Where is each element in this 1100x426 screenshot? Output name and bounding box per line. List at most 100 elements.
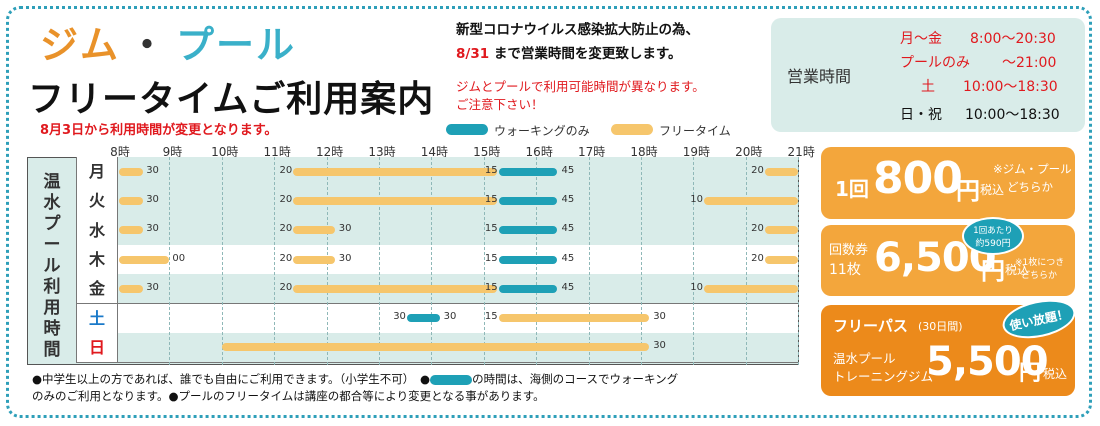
bar-start-label: 20 [751, 223, 764, 235]
price2-badge: 1回あたり 約590円 [962, 217, 1024, 255]
bar-start-label: 15 [484, 311, 498, 323]
bar-0-1 [293, 167, 497, 176]
bar-start-label: 10 [690, 281, 704, 293]
bar-start-label: 15 [484, 164, 498, 176]
price3-badge-text: 使い放題！ [1008, 306, 1071, 334]
bar-start-label: 20 [279, 164, 293, 176]
price2-badge2: 約590円 [975, 239, 1011, 249]
footnote-1a: ●中学生以上の方であれば、誰でも自由にご利用できます。（小学生不可） ● [32, 372, 431, 386]
gridline-13 [379, 157, 380, 365]
hours-time-1: 〜21:00 [1002, 55, 1057, 71]
price-card-coupon: 回数券 11枚 6,500 円 税込 1回あたり 約590円 ※1枚につき どち… [821, 217, 1075, 296]
price3-amount: 5,500 [926, 339, 1049, 385]
title-pool: プール [176, 23, 297, 67]
gridline-14 [431, 157, 433, 365]
bar-0-0 [119, 167, 144, 176]
bar-start-label: 10 [690, 193, 704, 205]
hours-time-2: 10:00〜18:30 [963, 79, 1058, 95]
price3-period: (30日間) [918, 320, 963, 333]
hours-day-2: 土 [921, 79, 935, 95]
hours-day-3: 日・祝 [900, 107, 942, 123]
hours-time-0: 8:00〜20:30 [970, 31, 1056, 47]
hour-label-11: 11時 [263, 145, 291, 159]
title-gym: ジム [40, 23, 121, 67]
bar-end-label: 45 [561, 281, 575, 293]
bar-2-1 [293, 226, 335, 235]
bar-4-1 [293, 284, 497, 293]
gridline-20 [745, 157, 747, 365]
covid-line3: ジムとプールで利用可能時間が異なります。 [456, 79, 705, 94]
price-card-single: 1回 800 円 税込 ※ジム・プール どちらか [821, 147, 1075, 219]
bar-3-0 [119, 255, 170, 264]
bar-end-label: 30 [653, 340, 666, 352]
hour-label-8: 8時 [110, 145, 130, 159]
bar-start-label: 20 [279, 223, 293, 235]
bar-start-label: 20 [279, 193, 293, 205]
covid-line1: 新型コロナウイルス感染拡大防止の為、 [456, 22, 699, 38]
legend-free-label: フリータイム [659, 124, 731, 138]
bar-end-label: 30 [146, 164, 159, 176]
bar-0-2 [498, 167, 558, 176]
gridline-19 [693, 157, 695, 365]
covid-line2-rest: まで営業時間を変更致します。 [493, 46, 682, 62]
bar-1-3 [704, 196, 799, 205]
gridline-11 [274, 157, 276, 365]
bar-end-label: 30 [338, 252, 352, 264]
bar-end-label: 30 [338, 223, 352, 235]
title-gym-pool: ジム・プール [40, 14, 296, 69]
bar-start-label: 20 [751, 164, 764, 176]
bar-end-label: 30 [146, 223, 159, 235]
day-row-3 [117, 244, 798, 276]
price3-label: フリーパス [833, 317, 908, 335]
bar-3-3 [765, 255, 799, 264]
bar-start-label: 20 [279, 281, 293, 293]
title-sep: ・ [128, 23, 169, 67]
bar-start-label: 20 [751, 252, 764, 264]
bar-4-0 [119, 284, 144, 293]
day-label-1: 火 [76, 186, 118, 217]
gridline-9 [169, 157, 171, 365]
bar-start-label: 15 [484, 223, 498, 235]
price2-note2: どちらか [1021, 271, 1058, 281]
hour-label-12: 12時 [315, 145, 344, 159]
price1-unit: 円 [956, 177, 980, 205]
bar-4-2 [498, 284, 558, 293]
bar-end-label: 00 [172, 252, 186, 264]
bar-start-label: 20 [279, 252, 293, 264]
gridline-21 [798, 157, 800, 365]
legend-walking-label: ウォーキングのみ [494, 124, 590, 138]
price3-sub2: トレーニングジム [833, 369, 934, 384]
hours-day-1: プールのみ [900, 55, 970, 71]
footnote-line1: ●中学生以上の方であれば、誰でも自由にご利用できます。（小学生不可） ● の時間は… [32, 371, 678, 388]
covid-line2: 8/31 まで営業時間を変更致します。 [456, 42, 699, 66]
covid-warning: ジムとプールで利用可能時間が異なります。 ご注意下さい！ [456, 78, 705, 114]
hour-label-20: 20時 [735, 145, 763, 159]
covid-line4: ご注意下さい！ [456, 97, 544, 112]
bar-2-3 [765, 226, 799, 235]
bar-start-label: 30 [393, 311, 406, 323]
gridline-18 [641, 157, 642, 365]
business-hours-label: 営業時間 [787, 67, 852, 86]
price2-note1: ※1枚につき [1015, 258, 1065, 268]
bar-1-1 [293, 196, 497, 205]
hours-day-0: 月〜金 [900, 31, 942, 47]
hours-time-3: 10:00〜18:30 [965, 107, 1060, 123]
day-label-3: 木 [76, 244, 118, 276]
day-label-0: 月 [76, 157, 118, 188]
bar-end-label: 45 [561, 193, 575, 205]
price2-unit: 円 [981, 257, 1005, 285]
hour-label-21: 21時 [787, 145, 815, 159]
bar-start-label: 15 [484, 193, 498, 205]
bar-2-2 [498, 226, 558, 235]
footnote-line2: のみのご利用となります。●プールのフリータイムは講座の都合等により変更となる事が… [32, 389, 545, 403]
day-label-6: 日 [76, 332, 118, 364]
hour-label-18: 18時 [630, 145, 658, 159]
change-notice: 8月3日から利用時間が変更となります。 [40, 123, 278, 138]
bar-start-label: 15 [484, 281, 498, 293]
price2-label2: 11枚 [829, 262, 861, 278]
bar-2-0 [119, 226, 144, 235]
hour-label-17: 17時 [577, 145, 606, 159]
footnote-1b: の時間は、海側のコースでウォーキング [472, 372, 679, 386]
hour-label-16: 16時 [525, 145, 553, 159]
bar-end-label: 30 [146, 193, 159, 205]
